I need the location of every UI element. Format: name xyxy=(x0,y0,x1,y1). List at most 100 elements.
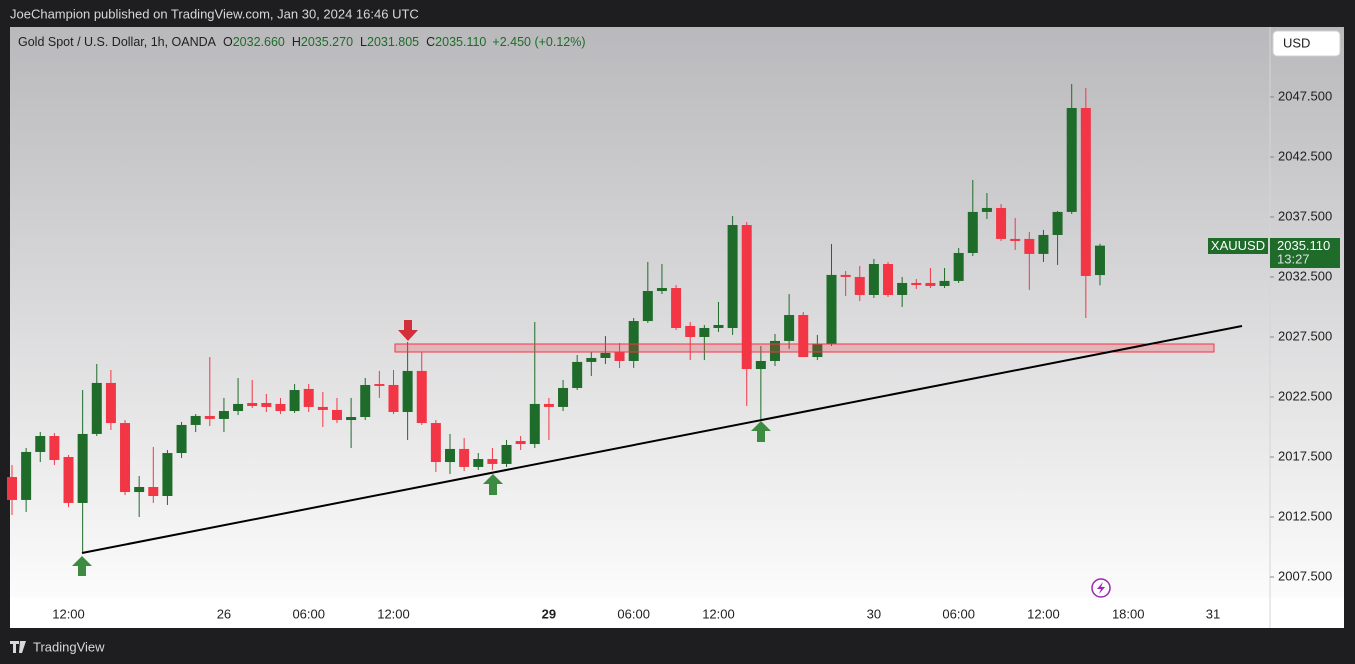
candle-body xyxy=(459,448,470,467)
candle-body xyxy=(769,340,780,361)
candle-body xyxy=(303,388,314,407)
o-label: O xyxy=(223,35,233,49)
candle-body xyxy=(727,225,738,328)
brand-name: TradingView xyxy=(33,639,105,654)
candle-body xyxy=(572,361,583,388)
currency-button[interactable] xyxy=(1272,30,1341,57)
price-tag-price: 2035.110 xyxy=(1277,238,1330,253)
y-tick-label: 2047.500 xyxy=(1278,88,1332,103)
candle-body xyxy=(953,252,964,281)
trend-line xyxy=(81,325,1243,554)
candle-body xyxy=(289,390,300,412)
candle-body xyxy=(685,325,696,337)
candle-body xyxy=(600,352,611,358)
candle-body xyxy=(741,225,752,370)
candle-body xyxy=(784,315,795,341)
currency-label: USD xyxy=(1283,35,1310,50)
candle-body xyxy=(911,282,922,286)
candle-body xyxy=(614,351,625,361)
candle-body xyxy=(628,321,639,361)
candle-body xyxy=(671,288,682,328)
candle-body xyxy=(586,357,597,362)
symbol: Gold Spot / U.S. Dollar, 1h, OANDA xyxy=(18,35,217,49)
candle-body xyxy=(967,211,978,253)
candle-body xyxy=(798,315,809,358)
x-tick-label: 31 xyxy=(1206,606,1220,621)
publisher-line: JoeChampion published on TradingView.com… xyxy=(10,6,419,21)
y-tick-label: 2027.500 xyxy=(1278,328,1332,343)
x-tick-label: 12:00 xyxy=(52,606,85,621)
event-icon[interactable] xyxy=(1091,578,1111,598)
candle-body xyxy=(331,409,342,421)
l-value: 2031.805 xyxy=(367,35,419,49)
down-arrow xyxy=(398,320,418,341)
l-label: L xyxy=(360,35,367,49)
c-value: 2035.110 xyxy=(435,35,486,49)
plot: 2007.500 2012.500 2017.500 2022.500 2027.500… xyxy=(7,84,1332,621)
price-tag-box xyxy=(1270,238,1340,268)
candle-body xyxy=(1080,108,1091,277)
h-value: 2035.270 xyxy=(301,35,353,49)
x-tick-label: 06:00 xyxy=(617,606,650,621)
candle-body xyxy=(981,207,992,212)
candle-body xyxy=(416,370,427,424)
candle-body xyxy=(812,343,823,358)
candle-body xyxy=(501,444,512,464)
candle-body xyxy=(204,415,215,419)
y-tick-label: 2037.500 xyxy=(1278,208,1332,223)
y-tick-label: 2032.500 xyxy=(1278,268,1332,283)
candle-body xyxy=(558,387,569,407)
price-tag-countdown: 13:27 xyxy=(1277,251,1310,266)
candle-body xyxy=(1094,245,1105,276)
candle-body xyxy=(473,459,484,467)
candle-body xyxy=(176,424,187,454)
candle-body xyxy=(656,288,667,292)
candle-body xyxy=(755,360,766,370)
candle-body xyxy=(642,291,653,322)
change: +2.450 (+0.12%) xyxy=(492,35,585,49)
x-tick-label: 30 xyxy=(867,606,881,621)
up-arrow xyxy=(751,421,771,442)
h-label: H xyxy=(292,35,301,49)
x-tick-label: 26 xyxy=(217,606,231,621)
candle-body xyxy=(317,406,328,410)
candle-body xyxy=(374,384,385,386)
c-label: C xyxy=(426,35,435,49)
candle-body xyxy=(261,402,272,407)
candle-body xyxy=(35,435,46,452)
candle-body xyxy=(346,417,357,421)
candle-body xyxy=(897,282,908,295)
candle-body xyxy=(868,264,879,295)
resistance-zone xyxy=(394,343,1215,353)
candle-body xyxy=(190,415,201,425)
candle-body xyxy=(1024,238,1035,254)
y-tick-label: 2012.500 xyxy=(1278,508,1332,523)
up-arrow xyxy=(72,556,92,576)
candle-body xyxy=(21,451,32,500)
candle-body xyxy=(430,423,441,463)
brand-logo xyxy=(10,641,26,653)
y-tick-label: 2017.500 xyxy=(1278,448,1332,463)
price-tag-symbol-box xyxy=(1208,238,1268,254)
candle-body xyxy=(543,403,554,407)
time-axis xyxy=(10,598,1344,628)
candle-body xyxy=(63,456,74,503)
candle-body xyxy=(854,276,865,295)
event-icon-bolt xyxy=(1097,582,1105,594)
candle-body xyxy=(120,423,131,493)
candle-body xyxy=(996,207,1007,239)
candle-body xyxy=(939,280,950,286)
candle-body xyxy=(515,441,526,445)
x-tick-label: 06:00 xyxy=(292,606,325,621)
y-tick-label: 2022.500 xyxy=(1278,388,1332,403)
up-arrow xyxy=(483,474,503,495)
x-tick-label: 06:00 xyxy=(942,606,975,621)
candle-body xyxy=(105,382,116,424)
candle-body xyxy=(713,324,724,328)
candle-body xyxy=(360,384,371,418)
o-value: 2032.660 xyxy=(233,35,285,49)
candle-body xyxy=(445,448,456,463)
candle-body xyxy=(529,403,540,445)
candle-body xyxy=(162,453,173,496)
